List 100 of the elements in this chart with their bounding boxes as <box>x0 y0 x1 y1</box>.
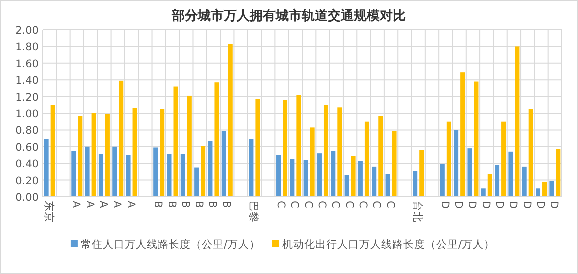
x-tick-label: B <box>220 201 232 208</box>
x-tick-label: D <box>466 201 478 210</box>
x-tick-label: D <box>520 201 533 210</box>
x-tick-label: A <box>97 201 110 209</box>
bar <box>364 122 370 197</box>
bar <box>378 116 384 197</box>
bar <box>296 95 302 197</box>
x-tick-label: 台北 <box>412 201 425 223</box>
bar <box>105 114 110 197</box>
bar <box>174 86 178 197</box>
bar <box>208 141 213 197</box>
bar <box>317 154 322 197</box>
x-tick-label: C <box>275 201 288 208</box>
x-tick-label: C <box>343 201 356 208</box>
legend-label: 机动化出行人口万人线路长度（公里/万人） <box>282 238 496 251</box>
chart-title: 部分城市万人拥有城市轨道交通规模对比 <box>171 8 406 24</box>
bar <box>290 159 295 197</box>
y-tick-label: 1.60 <box>16 58 39 70</box>
bar <box>420 150 424 197</box>
bar <box>194 168 200 197</box>
x-tick-label: 巴黎 <box>248 201 260 223</box>
legend-label: 常住人口万人线路长度（公里/万人） <box>80 238 260 251</box>
bar <box>372 166 377 197</box>
x-tick-label: C <box>356 201 369 208</box>
bar <box>256 99 260 197</box>
bar <box>112 146 118 197</box>
bar <box>550 181 554 197</box>
x-tick-label: D <box>480 201 492 210</box>
bar <box>522 166 527 197</box>
x-tick-label: D <box>452 201 465 210</box>
bar <box>50 105 56 197</box>
bar <box>98 154 104 197</box>
bar <box>249 139 254 197</box>
x-tick-label: C <box>316 201 328 208</box>
x-tick-label: C <box>384 201 396 208</box>
x-tick-label: B <box>152 201 164 208</box>
bar <box>228 44 233 197</box>
bar <box>392 131 397 197</box>
bar <box>440 164 445 197</box>
bar <box>132 108 138 197</box>
x-tick-label: D <box>548 201 560 210</box>
x-tick-label: C <box>302 201 314 208</box>
bar <box>386 174 390 197</box>
x-tick-label: B <box>193 201 206 208</box>
bar <box>304 160 308 197</box>
bar <box>474 82 479 197</box>
bar <box>78 116 83 197</box>
bar <box>167 154 172 197</box>
bar <box>201 146 206 197</box>
x-tick-label: D <box>494 201 506 210</box>
bar <box>283 100 288 197</box>
y-tick-label: 0.00 <box>16 192 39 204</box>
x-tick-label: B <box>179 201 192 208</box>
bar <box>310 128 315 197</box>
y-tick-label: 1.80 <box>16 42 39 54</box>
y-tick-label: 1.00 <box>16 108 39 120</box>
bar <box>187 96 192 197</box>
x-tick-label: A <box>84 201 96 209</box>
y-tick-label: 0.40 <box>16 158 39 171</box>
bar <box>495 165 500 197</box>
bar <box>488 174 492 197</box>
x-tick-label: D <box>507 201 520 210</box>
y-tick-label: 1.20 <box>16 92 39 104</box>
bar <box>344 175 350 197</box>
y-tick-label: 0.60 <box>16 142 39 154</box>
bar <box>358 161 363 197</box>
bar <box>446 122 452 197</box>
bar <box>180 154 186 197</box>
bar <box>324 105 328 197</box>
bar <box>556 149 561 197</box>
bar <box>468 148 472 197</box>
bar <box>119 80 124 197</box>
bar <box>72 151 76 197</box>
bar <box>331 151 336 197</box>
x-tick-label: 东京 <box>42 201 56 223</box>
y-tick-label: 0.80 <box>16 125 39 138</box>
y-tick-label: 2.00 <box>16 25 39 37</box>
bar <box>413 171 418 197</box>
bar <box>502 122 506 197</box>
bar <box>85 146 90 197</box>
bar <box>160 109 165 197</box>
x-tick-label: C <box>330 201 342 208</box>
x-tick-label: C <box>370 201 383 208</box>
bar <box>460 72 466 197</box>
x-tick-label: A <box>111 201 124 209</box>
x-tick-label: A <box>124 201 137 209</box>
bar <box>154 148 158 197</box>
bar <box>44 139 49 197</box>
x-tick-label: D <box>534 201 547 210</box>
bar <box>338 108 342 197</box>
bar <box>222 131 226 197</box>
bar <box>351 156 356 197</box>
x-tick-label: B <box>166 201 178 208</box>
x-tick-label: C <box>288 201 301 208</box>
y-tick-label: 1.40 <box>16 75 39 88</box>
bar <box>126 155 131 197</box>
bar <box>214 82 220 197</box>
bar <box>542 182 548 197</box>
bar <box>508 152 514 197</box>
bar <box>536 188 541 197</box>
